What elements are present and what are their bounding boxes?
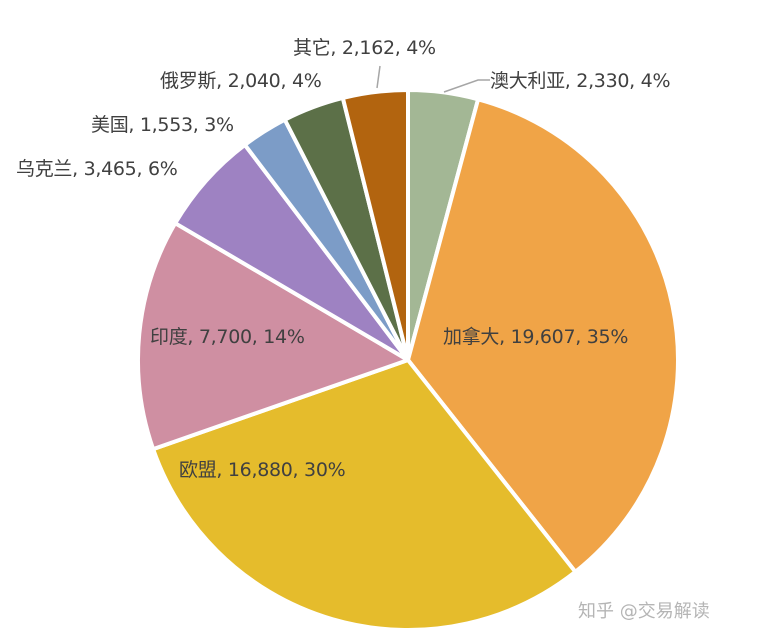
label-other: 其它, 2,162, 4% [293,37,436,59]
leader-line [376,65,381,89]
label-canada: 加拿大, 19,607, 35% [443,326,629,348]
pie-slice-2 [151,358,578,632]
label-usa: 美国, 1,553, 3% [91,114,234,136]
pie-slice-1 [406,97,680,574]
label-russia: 俄罗斯, 2,040, 4% [160,70,322,92]
label-india: 印度, 7,700, 14% [150,326,305,348]
label-ukraine: 乌克兰, 3,465, 6% [16,158,178,180]
label-australia: 澳大利亚, 2,330, 4% [490,70,671,92]
pie-slice-3 [136,221,410,452]
label-eu: 欧盟, 16,880, 30% [179,459,346,481]
leader-line [443,79,490,93]
watermark: 知乎 @交易解读 [578,601,710,622]
pie-slice-7 [340,88,410,362]
